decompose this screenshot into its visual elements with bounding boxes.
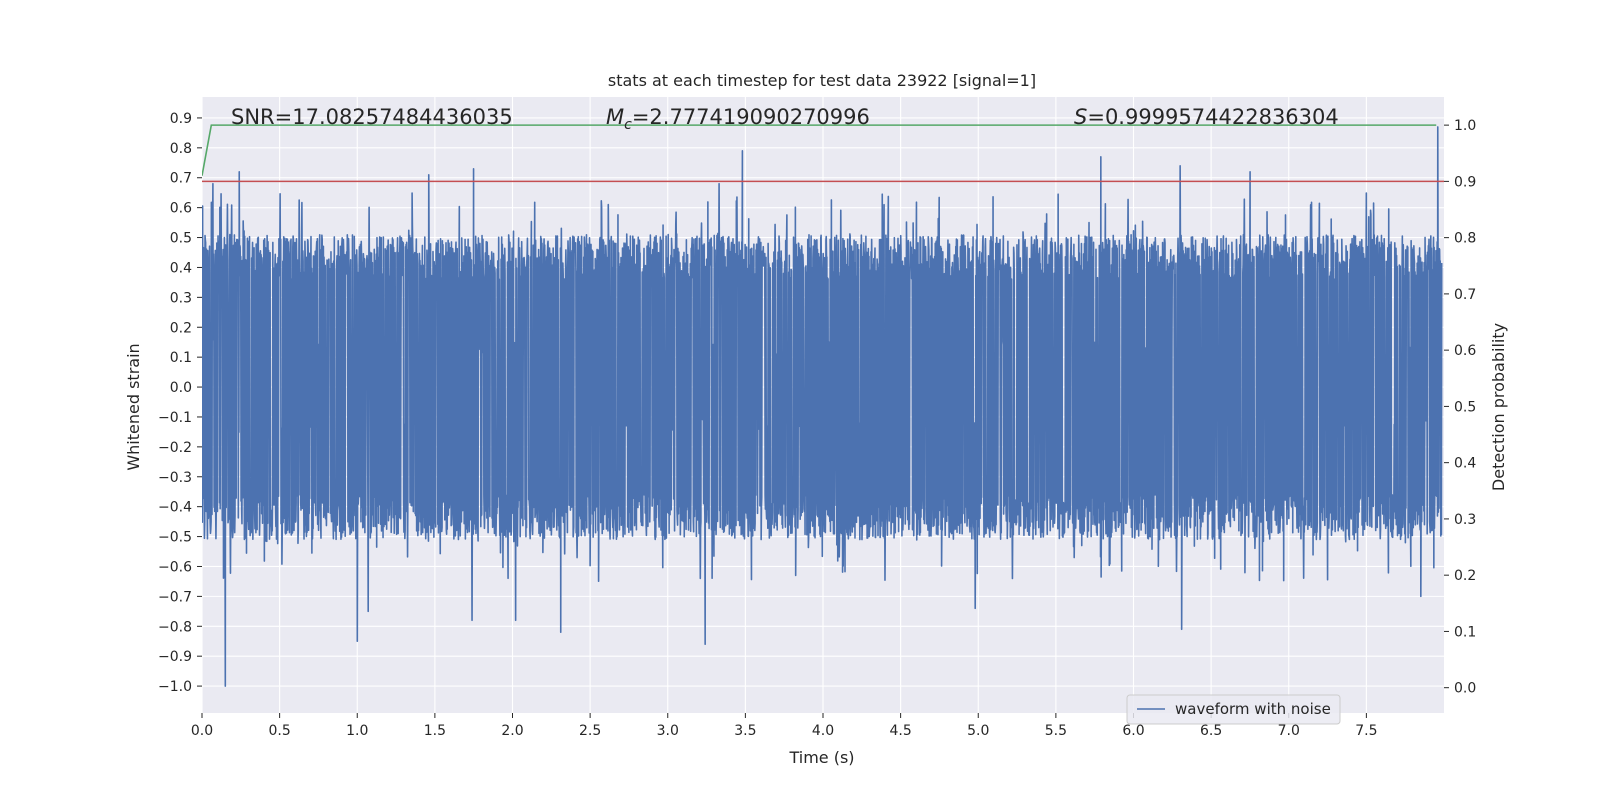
x-axis-label: Time (s): [788, 748, 854, 767]
y2-tick-label: 0.9: [1454, 174, 1476, 190]
y2-tick-label: 0.0: [1454, 681, 1476, 697]
x-tick-label: 4.5: [889, 723, 911, 739]
y-tick-label: −0.8: [158, 619, 192, 635]
mc-symbol: M: [606, 105, 624, 129]
y2-axis-label: Detection probability: [1489, 323, 1508, 491]
chart-title: stats at each timestep for test data 239…: [608, 71, 1036, 90]
y-tick-label: −0.6: [158, 559, 192, 575]
x-tick-label: 3.0: [657, 723, 679, 739]
y2-tick-label: 0.1: [1454, 624, 1476, 640]
x-tick-label: 1.0: [346, 723, 368, 739]
y-tick-label: 0.3: [170, 290, 192, 306]
snr-annotation: SNR=17.08257484436035: [231, 105, 513, 129]
y-tick-label: −0.2: [158, 440, 192, 456]
y2-tick-label: 0.5: [1454, 399, 1476, 415]
x-tick-label: 4.0: [812, 723, 834, 739]
s-symbol: S: [1074, 105, 1087, 129]
y2-tick-label: 1.0: [1454, 118, 1476, 134]
x-tick-label: 0.5: [268, 723, 290, 739]
x-tick-label: 7.0: [1278, 723, 1300, 739]
legend: waveform with noise: [1126, 694, 1341, 725]
y-tick-label: 0.2: [170, 320, 192, 336]
y-tick-label: −0.7: [158, 589, 192, 605]
y-tick-label: −0.9: [158, 649, 192, 665]
y-tick-label: −0.3: [158, 470, 192, 486]
x-tick-label: 5.0: [967, 723, 989, 739]
y2-tick-label: 0.4: [1454, 456, 1476, 472]
legend-box: [1126, 694, 1341, 725]
legend-label-waveform: waveform with noise: [1175, 700, 1331, 718]
y-tick-label: 0.1: [170, 350, 192, 366]
y2-tick-label: 0.8: [1454, 231, 1476, 247]
y-tick-label: 0.5: [170, 231, 192, 247]
y-axis-label: Whitened strain: [124, 343, 143, 470]
y-tick-label: −0.4: [158, 500, 192, 516]
series-layer: [202, 124, 1444, 687]
y-tick-label: 0.4: [170, 260, 192, 276]
s-value: =0.9999574422836304: [1087, 105, 1338, 129]
y-tick-label: 0.8: [170, 141, 192, 157]
axes: 0.0 0.5 1.0 1.5 2.0 2.5 3.0 3.5 4.0 4.5 5.0 5.5 6.0 6…: [158, 111, 1476, 739]
y2-tick-label: 0.7: [1454, 287, 1476, 303]
chirp-mass-annotation: Mc=2.777419090270996: [606, 105, 870, 133]
y-tick-label: −1.0: [158, 679, 192, 695]
y-tick-label: 0.9: [170, 111, 192, 127]
x-tick-label: 5.5: [1045, 723, 1067, 739]
y-tick-label: −0.1: [158, 410, 192, 426]
y-tick-label: −0.5: [158, 530, 192, 546]
y-tick-label: 0.0: [170, 380, 192, 396]
waveform-line: [202, 126, 1443, 687]
y2-tick-label: 0.6: [1454, 343, 1476, 359]
x-tick-label: 3.5: [734, 723, 756, 739]
x-tick-label: 6.5: [1200, 723, 1222, 739]
x-tick-label: 7.5: [1355, 723, 1377, 739]
y2-tick-label: 0.2: [1454, 568, 1476, 584]
y2-tick-label: 0.3: [1454, 512, 1476, 528]
detection-probability-line: [202, 124, 1437, 176]
x-tick-label: 2.5: [579, 723, 601, 739]
y-tick-label: 0.7: [170, 171, 192, 187]
x-tick-label: 0.0: [191, 723, 213, 739]
y-tick-label: 0.6: [170, 201, 192, 217]
x-tick-label: 2.0: [501, 723, 523, 739]
mc-value: =2.777419090270996: [632, 105, 870, 129]
score-annotation: S=0.9999574422836304: [1074, 105, 1339, 129]
mc-subscript: c: [624, 117, 632, 133]
x-tick-label: 1.5: [424, 723, 446, 739]
x-tick-label: 6.0: [1122, 723, 1144, 739]
